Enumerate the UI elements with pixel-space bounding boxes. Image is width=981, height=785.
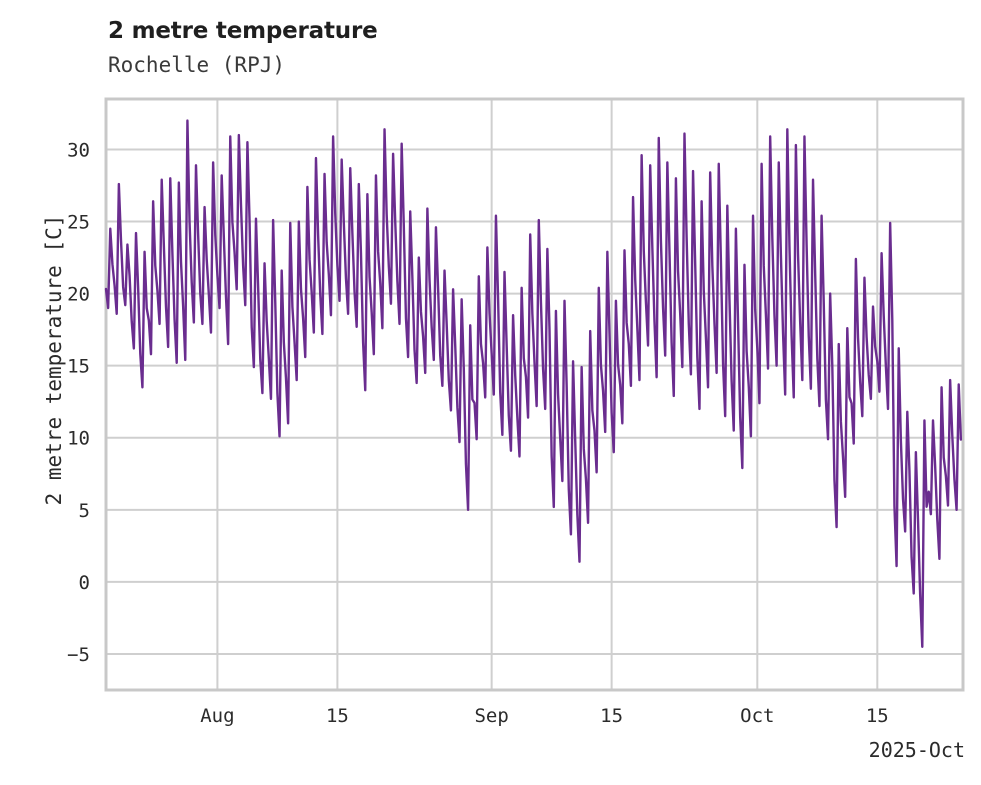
x-tick-label: Sep (474, 705, 508, 727)
y-tick-label: 0 (79, 572, 90, 594)
y-tick-label: 30 (67, 139, 90, 161)
x-tick-label: 15 (866, 705, 889, 727)
temperature-series-line (104, 119, 963, 648)
x-axis-corner-annotation: 2025-Oct (868, 738, 965, 762)
plot-frame-rect (104, 97, 965, 692)
x-tick-label: Aug (200, 705, 234, 727)
y-tick-label: 25 (67, 212, 90, 234)
y-tick-labels: −5 0 5 10 15 20 25 30 (67, 139, 90, 666)
x-tick-label: 15 (600, 705, 623, 727)
x-tick-labels: Aug 15 Sep 15 Oct 15 (200, 705, 888, 727)
y-tick-label: 15 (67, 356, 90, 378)
plot-frame (104, 97, 965, 692)
chart-title: 2 metre temperature (108, 18, 378, 44)
y-tick-label: 10 (67, 428, 90, 450)
y-tick-label: 5 (79, 500, 90, 522)
x-tick-label: 15 (326, 705, 349, 727)
grid-layer (106, 99, 963, 690)
series-layer (104, 119, 963, 648)
x-tick-label: Oct (740, 705, 774, 727)
y-tick-label: 20 (67, 284, 90, 306)
y-tick-label: −5 (67, 644, 90, 666)
chart-subtitle: Rochelle (RPJ) (108, 53, 286, 77)
